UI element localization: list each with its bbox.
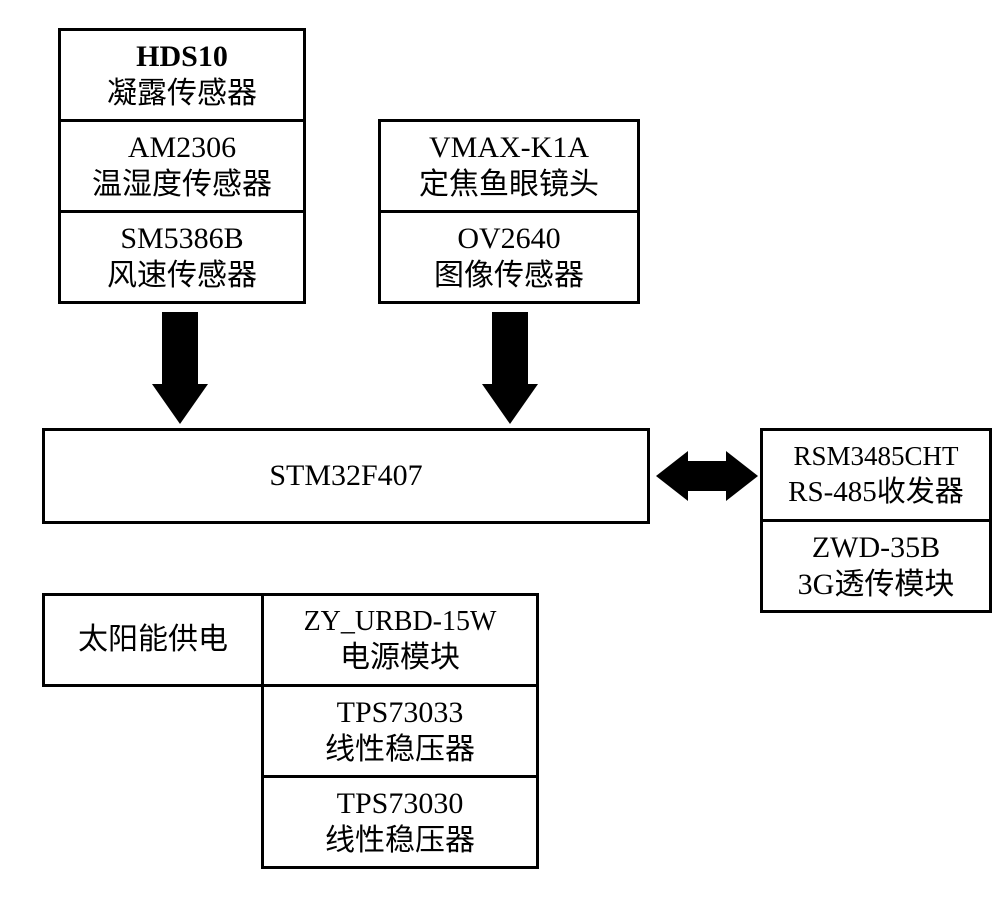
cell-hds10: HDS10 凝露传感器 [58,28,306,122]
cell-zyurbd-line1: ZY_URBD-15W [304,604,497,639]
cell-rsm3485-line1: RSM3485CHT [793,440,958,474]
cell-tps73030-line2: 线性稳压器 [325,822,475,860]
cell-sm5386b: SM5386B 风速传感器 [58,210,306,304]
cell-zwd35b-line1: ZWD-35B [812,529,940,567]
cell-hds10-line1: HDS10 [136,38,228,76]
arrow-sensors-to-mcu [162,312,198,384]
cell-tps73033-line2: 线性稳压器 [325,731,475,769]
cell-stm32f407: STM32F407 [42,428,650,524]
cell-am2306-line1: AM2306 [128,129,236,167]
cell-tps73033-line1: TPS73033 [337,694,464,732]
arrow-mcu-comm [656,461,758,491]
cell-vmaxk1a-line1: VMAX-K1A [429,129,589,167]
cell-zwd35b-line2: 3G透传模块 [798,566,955,604]
cell-zwd35b: ZWD-35B 3G透传模块 [760,519,992,613]
cell-zyurbd-line2: 电源模块 [340,639,460,677]
diagram-canvas: HDS10 凝露传感器 AM2306 温湿度传感器 SM5386B 风速传感器 … [0,0,1000,902]
cell-ov2640-line1: OV2640 [457,220,560,258]
cell-solar-line1: 太阳能供电 [78,621,228,659]
cell-am2306: AM2306 温湿度传感器 [58,119,306,213]
cell-hds10-line2: 凝露传感器 [107,75,257,113]
cell-stm32f407-line1: STM32F407 [269,457,422,495]
cell-solar: 太阳能供电 [42,593,264,687]
cell-sm5386b-line2: 风速传感器 [107,257,257,295]
cell-vmaxk1a: VMAX-K1A 定焦鱼眼镜头 [378,119,640,213]
cell-tps73030: TPS73030 线性稳压器 [261,775,539,869]
cell-rsm3485-line2: RS-485收发器 [788,474,964,510]
cell-tps73033: TPS73033 线性稳压器 [261,684,539,778]
cell-zyurbd: ZY_URBD-15W 电源模块 [261,593,539,687]
cell-ov2640: OV2640 图像传感器 [378,210,640,304]
cell-am2306-line2: 温湿度传感器 [92,166,272,204]
cell-vmaxk1a-line2: 定焦鱼眼镜头 [419,166,599,204]
cell-ov2640-line2: 图像传感器 [434,257,584,295]
cell-sm5386b-line1: SM5386B [120,220,243,258]
arrow-camera-to-mcu [492,312,528,384]
cell-tps73030-line1: TPS73030 [337,785,464,823]
cell-rsm3485: RSM3485CHT RS-485收发器 [760,428,992,522]
